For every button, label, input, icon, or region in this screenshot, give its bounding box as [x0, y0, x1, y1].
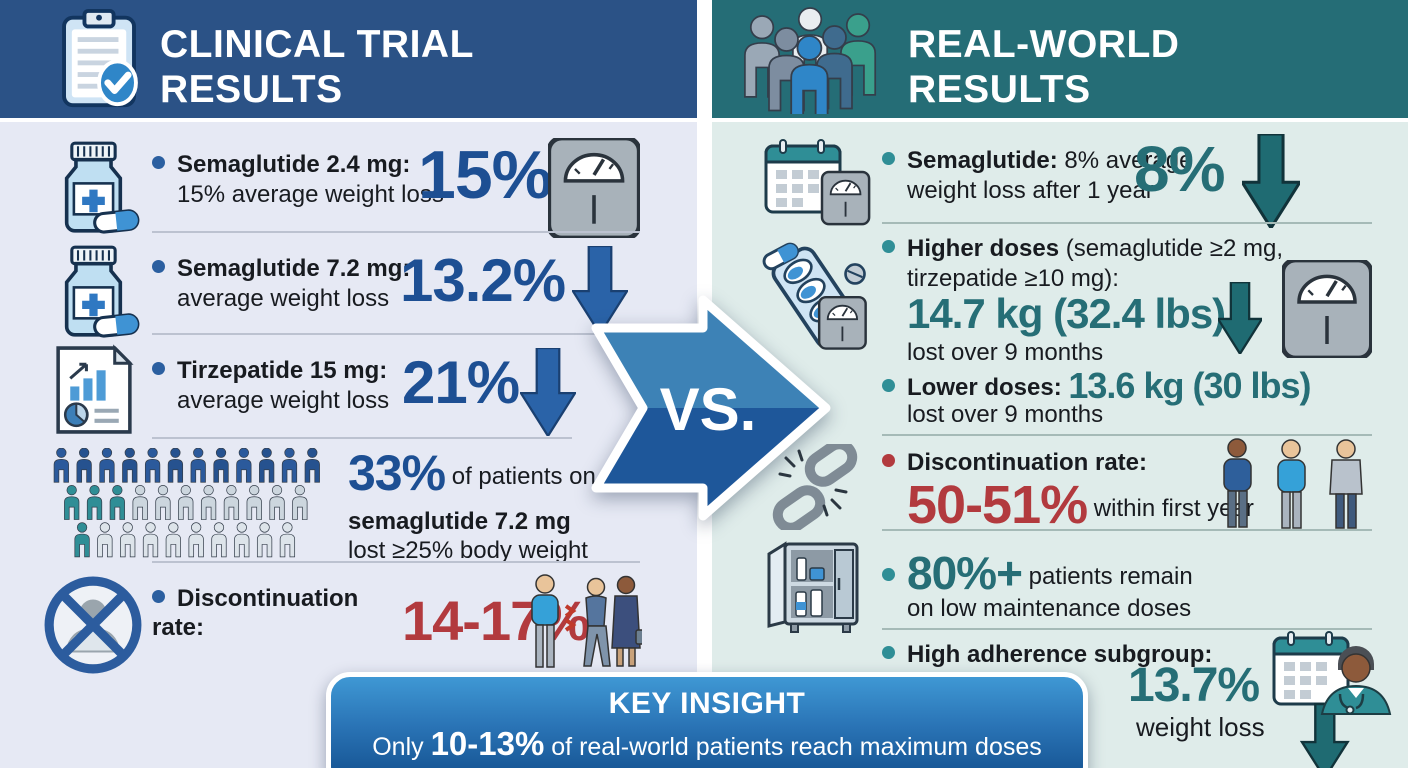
real-world-header: REAL-WORLD RESULTS [712, 0, 1408, 118]
no-person-icon [44, 576, 142, 674]
divider [152, 561, 640, 563]
bullet-dot [152, 156, 165, 169]
down-arrow-icon [520, 348, 576, 436]
stat-21-percent: 21% [402, 349, 520, 416]
semaglutide-7-2-title: Semaglutide 7.2 mg: [152, 254, 410, 283]
clipboard-check-icon [62, 8, 138, 108]
semaglutide-rw-title: Semaglutide: 8% average [882, 146, 1192, 175]
lower-doses-sub: lost over 9 months [907, 401, 1104, 428]
pill-bottle-icon [64, 245, 140, 338]
rw-discontinuation-title: Discontinuation rate: [882, 448, 1147, 477]
maintenance-line1: 80%+ patients remain [882, 546, 1193, 600]
higher-doses-line2: tirzepatide ≥10 mg): [907, 265, 1119, 292]
divider [882, 222, 1372, 224]
stat-33-percent-block: 33% of patients on semaglutide 7.2 mg lo… [348, 445, 596, 565]
down-arrow-icon [1242, 134, 1300, 228]
key-insight-box: KEY INSIGHT Only 10-13% of real-world pa… [326, 672, 1088, 768]
semaglutide-7-2-sub: average weight loss [177, 285, 390, 312]
bullet-dot [882, 454, 895, 467]
weight-scale-icon [1282, 260, 1372, 358]
bullet-dot [152, 260, 165, 273]
stat-14-17-percent: 14-17% [402, 589, 590, 652]
walk-away-icon [531, 574, 642, 668]
rw-discontinuation-line: 50-51% within first year [907, 475, 1254, 535]
blister-pack-icon [762, 242, 867, 350]
people-group-icon [744, 7, 877, 114]
stat-13-2-percent: 13.2% [400, 247, 566, 314]
bullet-dot [882, 646, 895, 659]
vs-label: VS. [660, 376, 757, 443]
chart-document-icon [56, 344, 134, 434]
stat-13-7-percent: 13.7% [1128, 659, 1260, 712]
medicine-cabinet-icon [767, 541, 859, 633]
bullet-dot [882, 379, 895, 392]
vs-arrow: VS. [591, 295, 831, 521]
stat-15-percent: 15% [418, 137, 552, 213]
divider [152, 231, 640, 233]
stat-33-percent: 33% [348, 445, 446, 501]
maintenance-line2: on low maintenance doses [907, 595, 1192, 622]
stat-80-percent: 80%+ [907, 547, 1023, 599]
stat-13-6-kg: 13.6 kg (30 lbs) [1068, 365, 1311, 406]
bullet-dot [882, 152, 895, 165]
stat-10-13-percent: 10-13% [430, 725, 545, 762]
real-world-title: REAL-WORLD RESULTS [908, 23, 1180, 112]
calendar-scale-icon [764, 138, 871, 226]
broken-chain-icon [772, 444, 858, 530]
bullet-dot [152, 590, 165, 603]
lower-doses-line: Lower doses: 13.6 kg (30 lbs) [882, 364, 1312, 408]
stat-50-51-percent: 50-51% [907, 475, 1088, 535]
discontinuation-title: Discontinuation rate: [152, 585, 359, 642]
higher-doses-title: Higher doses (semaglutide ≥2 mg, [882, 234, 1283, 263]
down-arrow-icon [1218, 282, 1262, 354]
bullet-dot [882, 240, 895, 253]
bullet-dot [882, 568, 895, 581]
crowd-pictogram [53, 448, 320, 558]
divider [882, 529, 1372, 531]
clinical-trial-title: CLINICAL TRIAL RESULTS [160, 23, 474, 112]
divider [152, 437, 572, 439]
clinical-trial-header: CLINICAL TRIAL RESULTS [0, 0, 697, 118]
semaglutide-2-4-sub: 15% average weight loss [177, 181, 444, 208]
doctor-calendar-icon [1272, 630, 1392, 768]
key-insight-text: Only 10-13% of real-world patients reach… [372, 725, 1042, 762]
tirzepatide-title: Tirzepatide 15 mg: [152, 356, 387, 385]
adherence-sub: weight loss [1136, 712, 1265, 742]
semaglutide-2-4-title: Semaglutide 2.4 mg: [152, 150, 410, 179]
stat-8-percent: 8% [1134, 133, 1225, 205]
semaglutide-rw-sub: weight loss after 1 year [907, 177, 1154, 204]
tirzepatide-sub: average weight loss [177, 387, 390, 414]
weight-scale-icon [548, 138, 640, 238]
divider [882, 628, 1372, 630]
divider [882, 434, 1372, 436]
key-insight-title: KEY INSIGHT [608, 687, 806, 720]
divider [152, 333, 640, 335]
adherence-title: High adherence subgroup: [882, 640, 1212, 669]
higher-doses-sub: lost over 9 months [907, 339, 1104, 366]
stat-14-7-kg: 14.7 kg (32.4 lbs) [907, 290, 1226, 337]
three-people-icon [1223, 438, 1363, 529]
bullet-dot [152, 362, 165, 375]
pill-bottle-icon [64, 141, 140, 234]
